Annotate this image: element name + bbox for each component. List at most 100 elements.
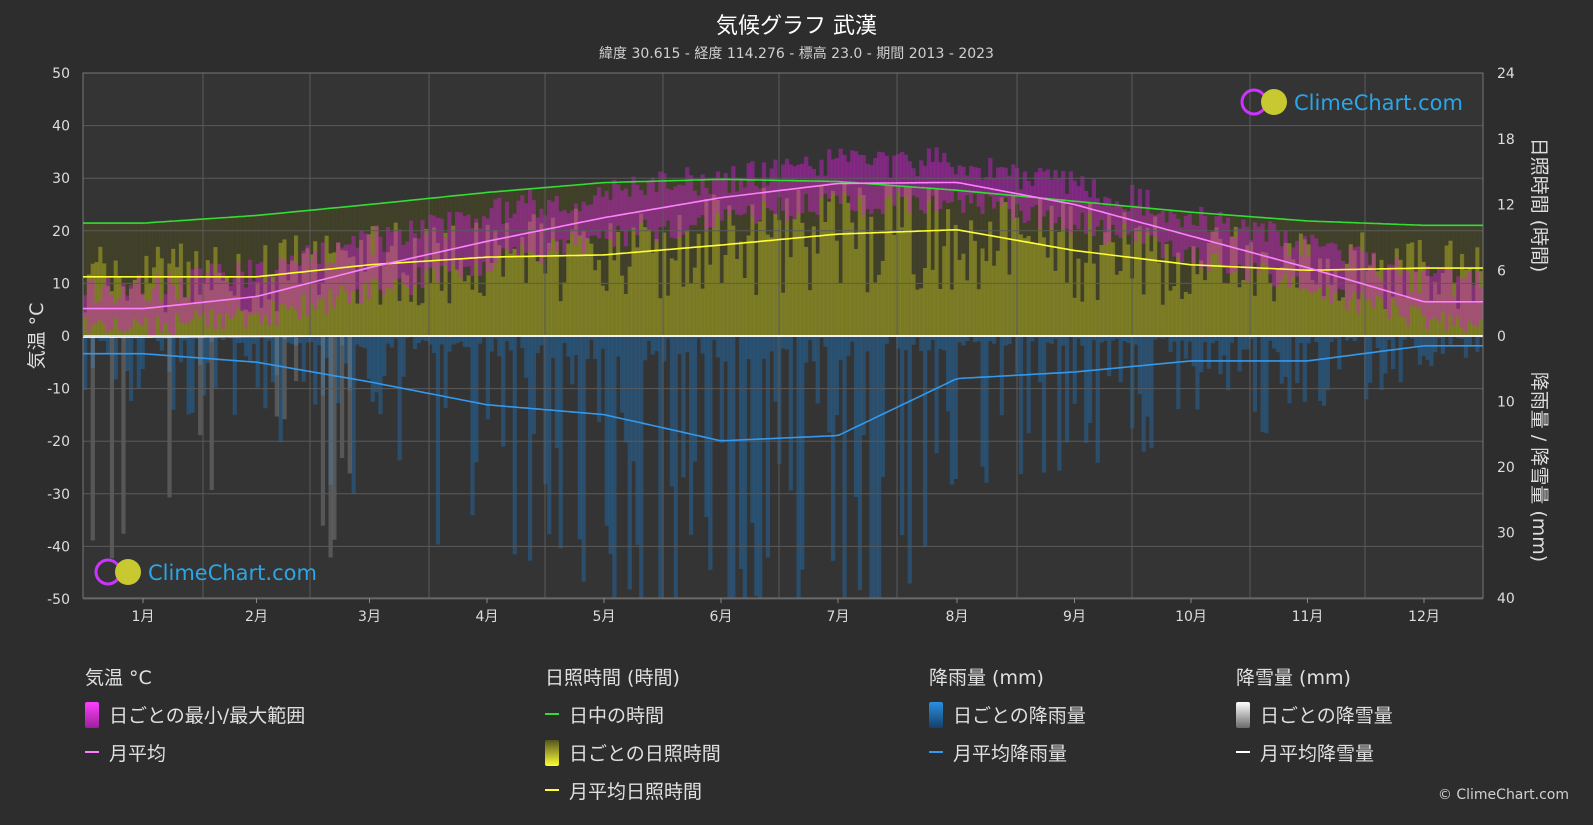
sunshine-bar [1057,232,1062,336]
daylight-bar [455,195,460,336]
temp-range-bar [297,265,303,319]
rain-bar [1049,336,1054,344]
rain-bar [1030,336,1035,342]
sunshine-bar [485,224,490,336]
temp-range-bar [1402,268,1407,318]
sunshine-bar [370,226,375,336]
rain-bar [1038,336,1043,383]
y-tick-label-right-top: 0 [1497,329,1506,345]
daylight-bar [876,184,882,336]
rain-bar [1325,336,1330,391]
rain-bar [784,336,790,350]
temp-range-bar [455,211,460,271]
sunshine-bar [1226,283,1231,336]
legend-label: 日中の時間 [569,705,665,727]
temp-range-bar [167,272,172,333]
sunshine-bar [527,221,533,336]
sunshine-bar [761,187,767,336]
temp-range-bar [86,280,92,333]
daylight-bar [1203,213,1208,336]
sunshine-bar [524,283,529,336]
daylight-bar [397,201,402,336]
rain-bar [869,336,874,598]
sunshine-bar [942,246,947,336]
sunshine-bar [673,260,678,336]
temp-range-bar [478,228,483,276]
sunshine-bar [792,219,797,336]
temp-range-bar [1179,227,1185,263]
rain-bar [846,336,851,356]
temp-range-bar [1406,271,1411,327]
legend-label: 日ごとの降雪量 [1260,705,1393,727]
sunshine-bar [240,310,245,336]
x-tick-label: 8月 [946,609,969,625]
temp-range-bar [305,245,310,317]
sunshine-bar [696,233,701,336]
rain-bar [1122,336,1127,342]
rain-bar [612,336,617,598]
daylight-bar [132,223,138,336]
sunshine-bar [773,213,778,336]
rain-bar [873,336,878,598]
rain-bar [827,336,832,433]
rain-bar [1226,336,1231,391]
sunshine-bar [209,290,214,336]
snow-bar [339,336,345,458]
snow-avg-swatch [1236,751,1250,753]
sunshine-bar [804,246,809,336]
rain-bar [616,336,621,357]
daylight-bar [148,222,153,336]
sunshine-bar [339,250,345,336]
rain-bar [247,336,253,361]
temp-range-bar [374,225,379,281]
rain-bar [535,336,540,354]
temp-range-bar [1467,272,1472,322]
temp-range-bar [1425,266,1430,330]
rain-bar [907,336,912,584]
temp-range-bar [201,278,207,313]
rain-bar [416,336,421,344]
temp-range-bar [163,294,168,323]
temp-range-bar [1095,198,1100,227]
sunshine-bar [765,234,770,336]
temp-range-bar [159,301,164,333]
temp-range-bar [861,155,866,216]
rain-bar [428,336,433,345]
snow-bar [332,336,337,540]
sunshine-bar [1471,303,1476,336]
rain-bar [1283,336,1288,377]
sunshine-bar [662,232,667,336]
sunshine-bar [573,208,579,336]
sunshine-bar [869,216,874,336]
rain-bar [865,336,870,352]
rain-bar [1237,336,1242,372]
sunshine-bar [1041,237,1047,336]
temp-range-bar [635,184,640,236]
rain-bar [992,336,997,344]
sunshine-bar [1149,251,1154,336]
temp-range-bar [1237,228,1242,265]
rain-bar [397,336,402,461]
temp-range-bar [807,166,813,212]
rain-bar [604,336,609,526]
temp-range-bar [884,155,889,199]
legend-sunshine: 日照時間 (時間) 日中の時間 日ごとの日照時間 月平均日照時間 [545,663,721,815]
sunshine-bar [213,247,218,336]
sunshine-bar [481,295,487,336]
rain-bar [178,336,184,363]
daylight-bar [409,200,414,336]
temp-range-bar [750,161,755,217]
temp-range-bar [1364,252,1369,301]
temp-range-bar [934,147,939,212]
rain-bar [930,336,935,341]
sunshine-bar [439,290,444,336]
sunshine-bar [608,223,613,336]
sunshine-bar [1156,262,1162,336]
daylight-bar [735,179,740,336]
sunshine-bar [167,263,172,336]
sunshine-bar [953,224,958,336]
sunshine-bar [1387,267,1392,336]
sunshine-bar [819,185,824,336]
temp-range-bar [1045,169,1050,211]
sunshine-bar [946,209,951,336]
